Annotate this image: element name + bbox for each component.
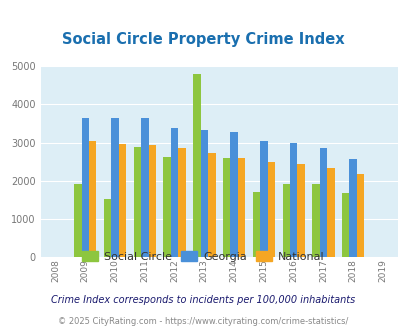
Text: Social Circle Property Crime Index: Social Circle Property Crime Index bbox=[62, 32, 343, 47]
Bar bbox=[267, 162, 275, 257]
Bar bbox=[296, 164, 304, 257]
Bar bbox=[119, 145, 126, 257]
Bar bbox=[341, 193, 349, 257]
Bar bbox=[230, 132, 237, 257]
Bar bbox=[163, 157, 171, 257]
Bar bbox=[193, 74, 200, 257]
Text: © 2025 CityRating.com - https://www.cityrating.com/crime-statistics/: © 2025 CityRating.com - https://www.city… bbox=[58, 317, 347, 326]
Bar bbox=[74, 184, 81, 257]
Legend: Social Circle, Georgia, National: Social Circle, Georgia, National bbox=[77, 247, 328, 267]
Bar bbox=[237, 158, 245, 257]
Bar bbox=[289, 143, 296, 257]
Bar bbox=[349, 159, 356, 257]
Bar bbox=[111, 118, 118, 257]
Bar bbox=[200, 130, 208, 257]
Bar bbox=[141, 118, 148, 257]
Bar bbox=[222, 158, 230, 257]
Bar bbox=[81, 118, 89, 257]
Bar bbox=[326, 168, 334, 257]
Bar bbox=[260, 141, 267, 257]
Bar bbox=[282, 183, 289, 257]
Bar bbox=[178, 148, 185, 257]
Bar bbox=[171, 128, 178, 257]
Bar bbox=[319, 148, 326, 257]
Bar bbox=[311, 183, 319, 257]
Bar bbox=[356, 174, 364, 257]
Text: Crime Index corresponds to incidents per 100,000 inhabitants: Crime Index corresponds to incidents per… bbox=[51, 295, 354, 305]
Bar bbox=[252, 192, 260, 257]
Bar bbox=[148, 145, 156, 257]
Bar bbox=[89, 141, 96, 257]
Bar bbox=[133, 147, 141, 257]
Bar bbox=[104, 199, 111, 257]
Bar bbox=[208, 153, 215, 257]
